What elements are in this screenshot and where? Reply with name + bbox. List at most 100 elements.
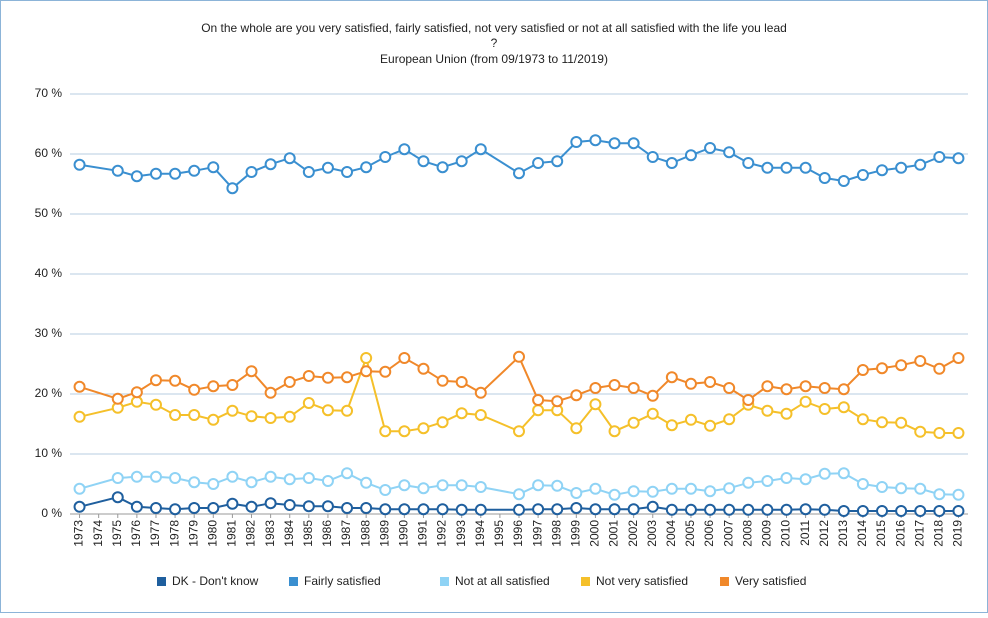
legend-swatch: [157, 577, 166, 586]
legend-swatch: [720, 577, 729, 586]
data-point: [761, 404, 774, 417]
data-point: [895, 161, 908, 174]
data-point: [818, 503, 831, 516]
data-point: [818, 172, 831, 184]
legend-label: Not very satisfied: [596, 574, 688, 588]
data-point: [302, 500, 315, 513]
data-point: [684, 149, 697, 162]
data-point: [302, 166, 315, 178]
x-tick-label: 1987: [339, 520, 353, 547]
data-point: [646, 407, 659, 420]
x-tick-label: 1993: [454, 520, 468, 547]
data-point: [130, 470, 143, 483]
data-point: [283, 376, 296, 388]
data-point: [704, 419, 717, 432]
data-point: [837, 467, 850, 480]
data-point: [111, 472, 124, 484]
x-tick-label: 1999: [568, 520, 582, 547]
data-point: [169, 503, 182, 516]
data-point: [321, 500, 334, 513]
y-tick-label: 30 %: [35, 326, 63, 340]
data-point: [130, 395, 143, 408]
data-point: [436, 416, 449, 429]
data-point: [532, 157, 545, 169]
data-point: [532, 394, 545, 406]
x-tick-label: 1990: [397, 520, 411, 547]
data-point: [283, 473, 296, 486]
data-point: [704, 485, 717, 498]
data-point: [665, 157, 678, 169]
x-tick-label: 1983: [263, 520, 277, 547]
data-point: [455, 407, 468, 420]
data-point: [455, 503, 468, 516]
x-tick-label: 1982: [244, 520, 258, 547]
x-tick-label: 1995: [492, 520, 506, 547]
chart-title: On the whole are you very satisfied, fai…: [201, 21, 787, 35]
data-point: [360, 352, 373, 364]
data-point: [952, 152, 965, 165]
data-point: [608, 488, 621, 501]
data-point: [933, 151, 946, 163]
data-point: [207, 502, 220, 514]
data-point: [417, 362, 430, 375]
data-point: [933, 427, 946, 439]
data-point: [627, 503, 640, 516]
data-point: [856, 169, 869, 181]
data-point: [188, 409, 201, 421]
data-point: [360, 161, 373, 174]
data-point: [761, 161, 774, 174]
data-point: [226, 497, 239, 510]
data-point: [474, 409, 487, 421]
x-tick-label: 1981: [225, 520, 239, 547]
data-point: [532, 479, 545, 492]
data-point: [723, 503, 736, 516]
data-point: [723, 482, 736, 495]
data-point: [226, 379, 239, 391]
data-point: [761, 475, 774, 487]
data-point: [952, 352, 965, 364]
data-point: [398, 425, 411, 438]
x-tick-label: 2016: [893, 520, 907, 547]
data-point: [283, 410, 296, 423]
data-point: [780, 472, 793, 484]
data-point: [608, 137, 621, 150]
data-point: [111, 392, 124, 405]
legend-swatch: [581, 577, 590, 586]
data-point: [398, 503, 411, 516]
data-point: [837, 505, 850, 517]
data-point: [360, 502, 373, 514]
data-point: [914, 355, 927, 367]
x-tick-label: 2013: [836, 520, 850, 547]
x-tick-label: 2012: [817, 520, 831, 547]
x-tick-label: 1998: [549, 520, 563, 547]
y-tick-label: 70 %: [35, 86, 63, 100]
data-point: [111, 164, 124, 177]
data-point: [321, 475, 334, 487]
chart-subtitle: European Union (from 09/1973 to 11/2019): [380, 52, 608, 66]
data-point: [684, 482, 697, 495]
x-tick-label: 2018: [932, 520, 946, 547]
data-point: [895, 359, 908, 372]
data-point: [73, 482, 86, 495]
x-tick-label: 1973: [72, 520, 86, 547]
data-point: [646, 485, 659, 498]
data-point: [684, 503, 697, 516]
data-point: [321, 404, 334, 417]
data-point: [837, 401, 850, 414]
data-point: [818, 467, 831, 480]
data-point: [226, 470, 239, 483]
x-tick-label: 1980: [205, 520, 219, 547]
data-point: [723, 413, 736, 426]
data-point: [264, 158, 277, 171]
y-tick-label: 20 %: [35, 386, 63, 400]
data-point: [436, 479, 449, 492]
data-point: [341, 166, 354, 178]
y-tick-label: 40 %: [35, 266, 63, 280]
data-point: [627, 485, 640, 498]
x-tick-label: 1991: [416, 520, 430, 547]
x-tick-label: 2005: [683, 520, 697, 547]
data-point: [856, 478, 869, 490]
data-point: [704, 142, 717, 154]
x-tick-label: 2001: [607, 520, 621, 547]
data-point: [761, 380, 774, 393]
